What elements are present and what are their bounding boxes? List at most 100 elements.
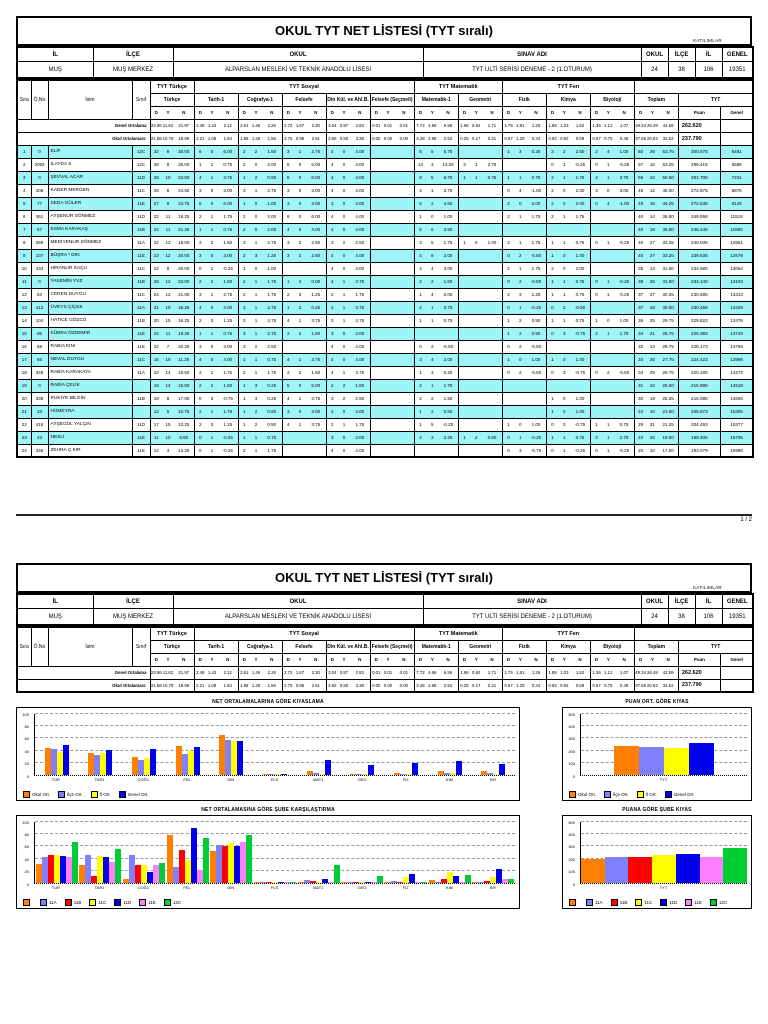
- score-cell: 0: [250, 223, 263, 237]
- legend-label: 11E: [694, 900, 702, 905]
- x-tick-label: TÜR: [51, 885, 60, 890]
- chart-legend: Okul Ort. İlçe Ort. İl Ort. Genel Ort.: [569, 791, 695, 798]
- bar-11c: [315, 881, 322, 883]
- average-cell: 0.01: [382, 119, 395, 133]
- score-cell: 0: [206, 197, 219, 211]
- legend-swatch: [635, 899, 643, 906]
- score-cell: 8: [162, 392, 174, 406]
- score-cell: 0: [193, 431, 207, 445]
- score-cell: 48: [633, 184, 647, 198]
- score-cell: [514, 379, 527, 393]
- legend-swatch: [23, 899, 30, 906]
- score-cell: [369, 431, 383, 445]
- score-cell: [614, 392, 635, 406]
- average-cell: 1.29: [250, 132, 263, 146]
- score-cell: 34: [633, 327, 647, 341]
- score-cell: 57: [633, 158, 647, 172]
- score-cell: 3.00: [350, 197, 371, 211]
- bar-12c: [290, 882, 297, 883]
- score-cell: 1: [602, 444, 615, 458]
- score-cell: -0.25: [614, 444, 635, 458]
- score-cell: [482, 366, 503, 380]
- score-cell: 6.00: [306, 210, 327, 224]
- bar-i-l-ort-: [56, 751, 63, 775]
- score-cell: 13.25: [174, 444, 195, 458]
- score-cell: 30.00: [658, 301, 679, 315]
- student-name: AYŞEGÜL YALÇIN: [47, 418, 132, 432]
- score-cell: 1: [514, 262, 527, 276]
- dyn-header: Y: [206, 106, 219, 120]
- dyn-header: N: [262, 106, 283, 120]
- score-cell: 2.75: [262, 314, 283, 328]
- score-cell: 4: [589, 171, 603, 185]
- score-cell: 4: [325, 301, 339, 315]
- score-cell: 24.75: [174, 197, 195, 211]
- score-cell: [394, 392, 415, 406]
- participants-label: KATILIMLAR: [693, 38, 722, 43]
- score-cell: 2: [193, 366, 207, 380]
- score-cell: 20.00: [174, 262, 195, 276]
- score-cell: [382, 288, 395, 302]
- score-cell: 0.75: [482, 171, 503, 185]
- score-cell: 20: [633, 444, 647, 458]
- info-header-ilce-count: İLÇE: [667, 46, 696, 62]
- average-cell: 0.25: [457, 132, 471, 146]
- subject-header: Biyoloji: [589, 640, 635, 654]
- score-cell: 1.25: [218, 314, 239, 328]
- bar-series: [166, 834, 173, 883]
- score-cell: 0.50: [262, 405, 283, 419]
- score-cell: 4.00: [218, 353, 239, 367]
- score-cell: 2: [545, 197, 559, 211]
- info-value-row: MUŞ MUŞ MERKEZ ALPARSLAN MESLEKİ VE TEKN…: [16, 608, 754, 626]
- dyn-header: N: [614, 653, 635, 667]
- average-cell: 0.17: [470, 132, 483, 146]
- score-cell: 0: [545, 301, 559, 315]
- legend-item: 12C: [709, 899, 727, 906]
- score-cell: 2: [17, 158, 31, 172]
- dyn-header: D: [501, 106, 515, 120]
- y-tick-label: 500: [568, 711, 575, 717]
- score-cell: 53.25: [658, 158, 679, 172]
- score-cell: 369: [30, 236, 48, 250]
- score-cell: 13: [646, 340, 659, 354]
- score-cell: 13766: [719, 340, 754, 354]
- student-name: KADER MERGEN: [47, 184, 132, 198]
- student-name: ŞEVVAL ACAR: [47, 171, 132, 185]
- subject-header-tyt: TYT: [677, 93, 754, 107]
- score-cell: 1: [545, 288, 559, 302]
- score-cell: 0: [250, 262, 263, 276]
- student-row: 18 349 RABİA KARAKAYA 11A 23 14 19.50 2 1 1.75 2 1 1…: [17, 366, 754, 380]
- bar-i-l-e-ort-: [443, 772, 450, 775]
- score-cell: 6.75: [438, 171, 459, 185]
- chart-title: PUAN ORT. GÖRE KIYAS: [625, 699, 689, 705]
- average-cell: 1.26: [526, 666, 547, 680]
- score-cell: 2: [426, 392, 439, 406]
- x-tick-label: TAR1: [94, 777, 105, 782]
- group-header: TYT Türkçe: [149, 80, 195, 94]
- score-cell: 3.00: [306, 405, 327, 419]
- score-cell: [589, 301, 603, 315]
- score-cell: 1: [558, 288, 571, 302]
- bar-11e: [458, 882, 465, 883]
- score-cell: 14: [17, 314, 31, 328]
- column-header-ono: Ö.No: [30, 627, 48, 667]
- dyn-header: D: [501, 653, 515, 667]
- score-cell: 27: [646, 249, 659, 263]
- dyn-header: Y: [646, 106, 659, 120]
- student-row: 16 68 RABİA KINI 11E 22 7 20.25 3 0 3.00 3 2 2.50 4 0 4…: [17, 340, 754, 354]
- student-name: ZEHRA Ç KIR: [47, 444, 132, 458]
- score-cell: 18: [17, 366, 31, 380]
- score-cell: 0: [338, 405, 351, 419]
- score-cell: -0.50: [526, 366, 547, 380]
- score-cell: 17: [17, 353, 31, 367]
- student-row: 3 0 ŞEVVAL ACAR 11D 26 10 23.50 4 1 3.75 1 2 0.50 6 0 6…: [17, 171, 754, 185]
- score-cell: 249.958: [677, 210, 721, 224]
- score-cell: 274.875: [677, 184, 721, 198]
- score-cell: [589, 392, 603, 406]
- score-cell: 1.75: [218, 210, 239, 224]
- score-cell: 10: [646, 405, 659, 419]
- score-cell: 0.50: [526, 314, 547, 328]
- legend-swatch: [64, 899, 72, 906]
- score-cell: 0: [589, 236, 603, 250]
- bar-11d: [408, 874, 415, 883]
